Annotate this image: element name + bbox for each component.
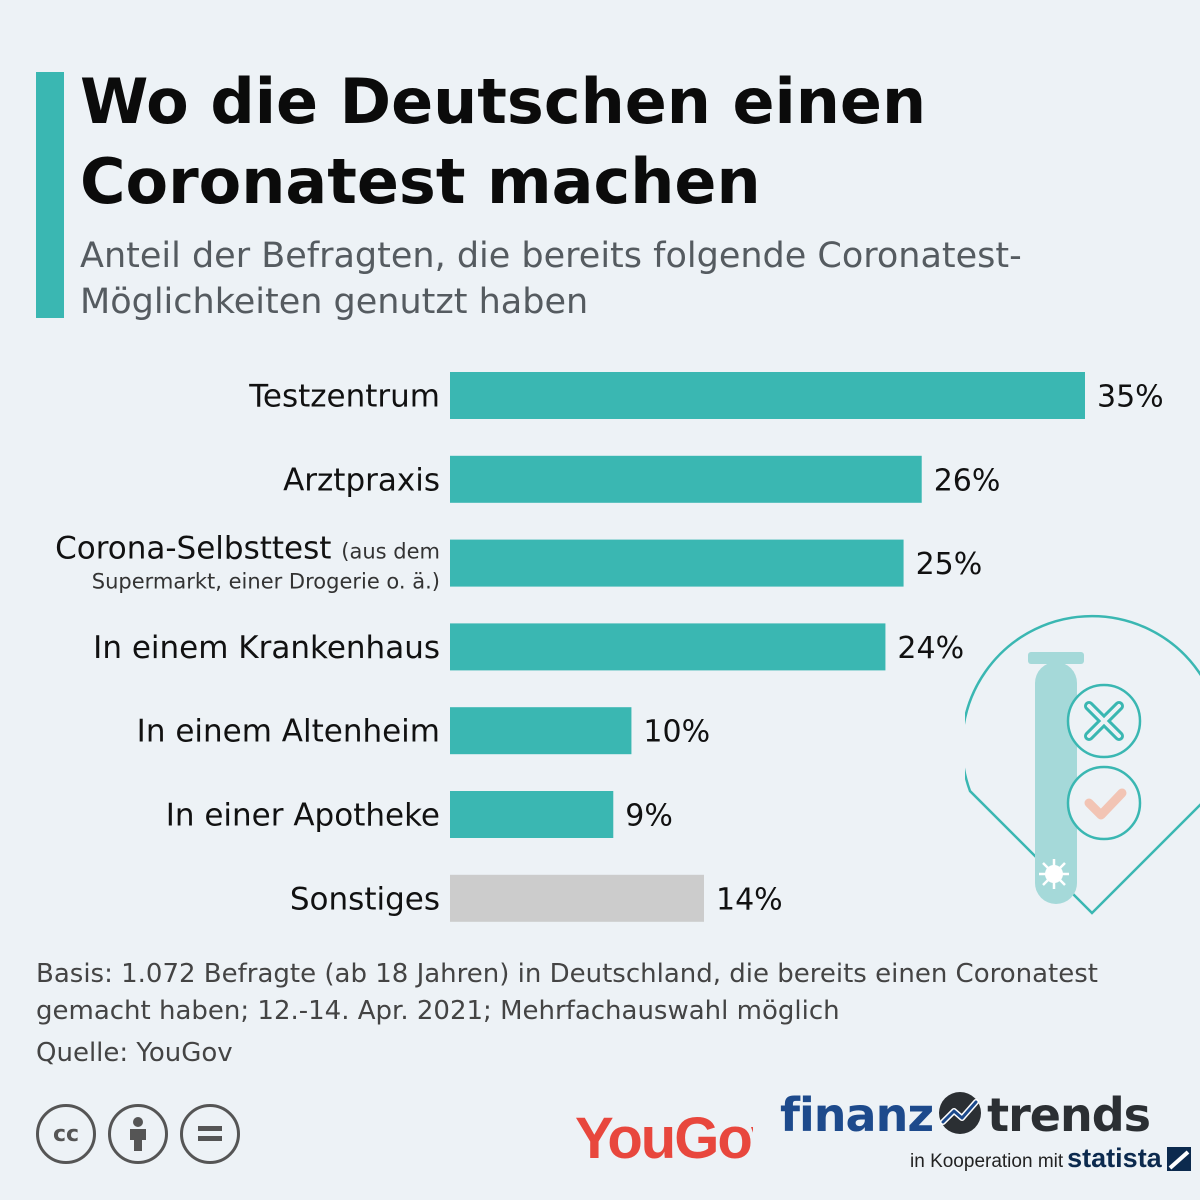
cooperation-line: in Kooperation mit statista xyxy=(910,1143,1191,1177)
bar xyxy=(450,874,704,922)
bar xyxy=(450,455,922,503)
finanztrends-globe-icon xyxy=(937,1090,983,1147)
value-label: 9% xyxy=(625,799,673,834)
value-label: 24% xyxy=(897,631,964,666)
cc-icon-text: cc xyxy=(52,1121,80,1147)
statista-icon xyxy=(1166,1146,1191,1177)
bar xyxy=(450,707,632,755)
category-label: Arztpraxis xyxy=(283,462,440,498)
trends-word: trends xyxy=(987,1088,1151,1142)
test-tube-illustration-icon xyxy=(965,614,1200,915)
value-label: 10% xyxy=(643,715,710,750)
no-derivatives-icon xyxy=(180,1104,240,1164)
source-note: Quelle: YouGov xyxy=(36,1038,233,1068)
finanz-word: finanz xyxy=(780,1088,934,1142)
value-label: 26% xyxy=(934,463,1001,498)
value-label: 35% xyxy=(1097,380,1164,415)
title-accent-bar xyxy=(36,72,64,318)
bar xyxy=(450,623,886,671)
statista-logo: statista xyxy=(1067,1143,1162,1173)
bar-chart: 35% Testzentrum 26% Arztpraxis 25% Corona-Sel… xyxy=(55,372,1164,922)
bar xyxy=(450,372,1085,419)
value-label: 25% xyxy=(916,547,983,582)
category-label: In einem Krankenhaus xyxy=(93,630,440,666)
bar xyxy=(450,791,614,838)
cooperation-text: in Kooperation mit xyxy=(910,1151,1064,1172)
yougov-logo: YouGov xyxy=(575,1106,753,1171)
category-label: In einem Altenheim xyxy=(137,714,440,750)
footnote: Basis: 1.072 Befragte (ab 18 Jahren) in … xyxy=(36,956,1176,1072)
attribution-icon xyxy=(108,1104,168,1164)
bar xyxy=(450,539,904,587)
category-label: In einer Apotheke xyxy=(166,798,440,834)
chart-title: Wo die Deutschen einen Coronatest machen xyxy=(80,65,927,218)
category-label: Testzentrum xyxy=(248,379,440,415)
cc-icon: cc xyxy=(36,1104,96,1164)
finanztrends-logo: finanz trends xyxy=(780,1088,1151,1147)
chart-subtitle: Anteil der Befragten, die bereits folgen… xyxy=(80,236,1022,322)
value-label: 14% xyxy=(716,882,783,917)
category-sublabel: Supermarkt, einer Drogerie o. ä.) xyxy=(92,570,440,594)
category-label: Corona-Selbsttest (aus dem xyxy=(55,531,440,567)
basis-note: Basis: 1.072 Befragte (ab 18 Jahren) in … xyxy=(36,959,1098,1026)
category-label: Sonstiges xyxy=(290,881,440,917)
